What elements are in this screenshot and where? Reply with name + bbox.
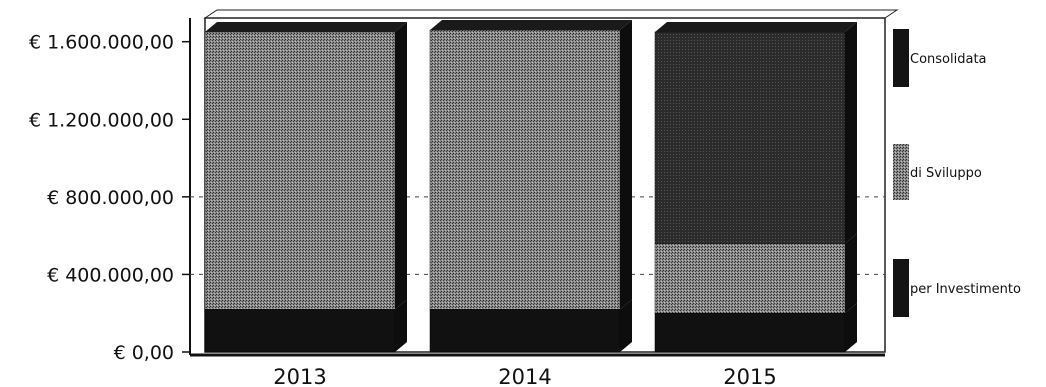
frame-top-edge — [203, 9, 899, 19]
bar-side-face — [845, 22, 857, 244]
y-tick-label: € 1.200.000,00 — [29, 109, 174, 131]
bar-side-face — [395, 22, 407, 310]
legend-label: di Sviluppo — [910, 166, 982, 181]
legend-swatch — [893, 29, 909, 87]
bars-group — [204, 20, 857, 353]
bar-side-face — [395, 299, 407, 352]
bar-segment — [204, 31, 396, 310]
legend-label: per Investimento — [910, 282, 1021, 297]
bar-top-face — [430, 20, 632, 31]
x-category-label: 2014 — [498, 365, 551, 387]
bar-top-face — [205, 22, 407, 32]
bar-segment — [654, 243, 846, 314]
bar-segment — [429, 309, 621, 353]
y-tick-label: € 1.600.000,00 — [29, 32, 174, 54]
legend: Consolidata di Sviluppo per Investimento — [893, 29, 1021, 317]
bar-side-face — [620, 20, 632, 310]
y-tick-label: € 800.000,00 — [47, 187, 174, 209]
bar-top-face — [655, 22, 857, 32]
legend-swatch — [893, 144, 909, 200]
legend-swatch — [893, 259, 909, 317]
y-tick-label: € 400.000,00 — [47, 264, 174, 286]
legend-label: Consolidata — [910, 52, 987, 67]
bar-segment — [429, 29, 621, 310]
bar-segment — [204, 309, 396, 353]
bar-side-face — [620, 299, 632, 352]
bar-segment — [654, 31, 846, 244]
bar-segment — [654, 312, 846, 353]
bar-side-face — [845, 233, 857, 314]
x-axis: 2013 2014 2015 — [273, 365, 776, 387]
x-category-label: 2015 — [723, 365, 776, 387]
y-tick-label: € 0,00 — [114, 342, 174, 364]
x-category-label: 2013 — [273, 365, 326, 387]
bar-side-face — [845, 303, 857, 352]
